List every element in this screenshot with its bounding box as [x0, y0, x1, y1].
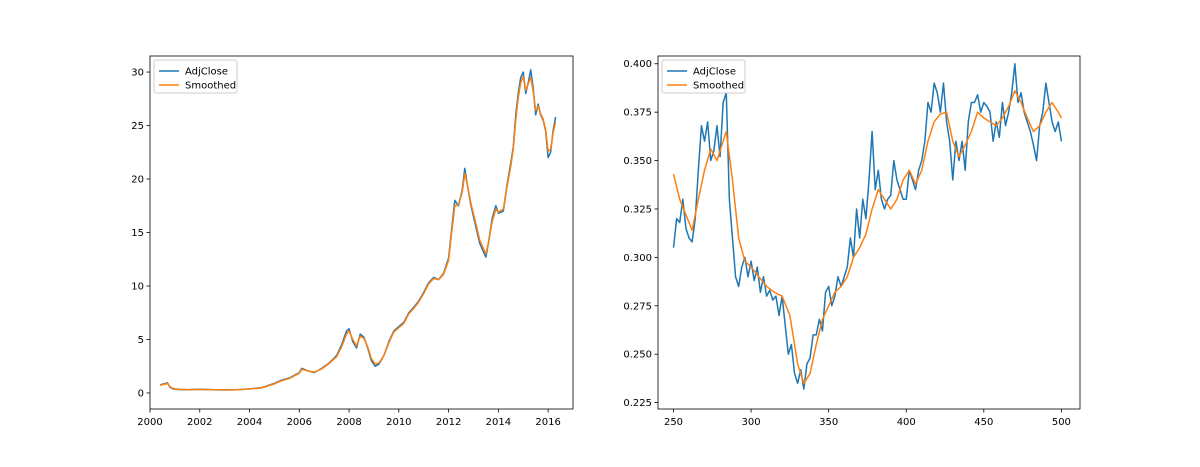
legend-label-smoothed: Smoothed: [693, 81, 744, 92]
legend-label-adjclose: AdjClose: [693, 67, 736, 78]
y-tick-label: 30: [131, 68, 144, 79]
y-tick-label: 10: [131, 281, 144, 292]
series-line-smoothed: [159, 75, 557, 391]
x-tick-label: 2000: [137, 417, 162, 428]
axes-frame: [657, 55, 1081, 410]
x-tick-label: 450: [974, 417, 993, 428]
legend: AdjClose Smoothed: [153, 59, 238, 94]
y-tick-label: 0.225: [623, 398, 652, 409]
y-tick-label: 0.325: [623, 204, 652, 215]
x-tick-label: 2004: [237, 417, 262, 428]
x-tick-label: 2014: [486, 417, 511, 428]
y-tick-label: 0: [138, 388, 144, 399]
y-tick-label: 15: [131, 228, 144, 239]
x-tick-label: 2002: [187, 417, 212, 428]
x-tick-label: 2006: [287, 417, 312, 428]
right-chart-panel: 250 300 350 400 450 500 0.225 0.250 0.275 0.300 0.…: [623, 55, 1081, 428]
x-tick-label: 250: [664, 417, 683, 428]
legend-label-smoothed: Smoothed: [185, 81, 236, 92]
legend-label-adjclose: AdjClose: [185, 67, 228, 78]
y-tick-label: 0.400: [623, 59, 652, 70]
series-line-smoothed: [672, 90, 1063, 384]
y-tick-label: 0.300: [623, 253, 652, 264]
y-tick-label: 0.250: [623, 350, 652, 361]
x-tick-label: 2016: [535, 417, 560, 428]
y-tick-label: 25: [131, 121, 144, 132]
legend: AdjClose Smoothed: [661, 59, 746, 94]
y-tick-label: 0.350: [623, 156, 652, 167]
x-tick-label: 400: [897, 417, 916, 428]
x-tick-label: 2008: [336, 417, 361, 428]
y-tick-label: 0.275: [623, 301, 652, 312]
y-tick-label: 5: [138, 335, 144, 346]
x-tick-label: 300: [742, 417, 761, 428]
x-tick-label: 2012: [436, 417, 461, 428]
plot-area: [672, 63, 1063, 390]
left-chart-panel: 2000 2002 2004 2006 2008 2010 2012 2014 2016 0 5 10…: [131, 55, 574, 428]
x-tick-label: 350: [819, 417, 838, 428]
y-tick-label: 20: [131, 175, 144, 186]
x-tick-label: 2010: [386, 417, 411, 428]
plot-area: [159, 69, 557, 391]
y-tick-label: 0.375: [623, 108, 652, 119]
x-tick-label: 500: [1052, 417, 1071, 428]
